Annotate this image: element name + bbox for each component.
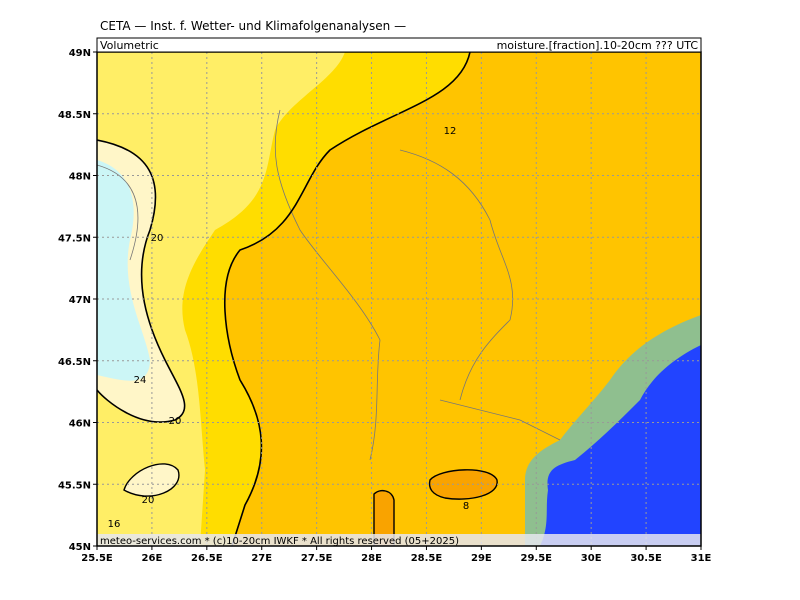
lon-label: 29.5E xyxy=(521,553,553,564)
map-area: meteo-services.com * (c)10-20cm IWKF * A… xyxy=(97,52,701,547)
contour-label: 16 xyxy=(108,519,121,530)
header-left: Volumetric xyxy=(100,39,159,52)
footer-band xyxy=(97,534,701,546)
lon-label: 31E xyxy=(691,553,712,564)
field-pale-blob xyxy=(123,463,180,497)
lat-label: 47N xyxy=(69,295,91,306)
lat-label: 45.5N xyxy=(58,480,91,491)
sea xyxy=(540,345,701,546)
lat-label: 48.5N xyxy=(58,110,91,121)
contour-label: 20 xyxy=(151,233,164,244)
lon-label: 30.5E xyxy=(630,553,662,564)
lon-label: 28.5E xyxy=(411,553,443,564)
lat-label: 45N xyxy=(69,542,91,553)
lat-label: 46N xyxy=(69,419,91,430)
contour-label: 20 xyxy=(142,495,155,506)
lon-label: 29E xyxy=(471,553,492,564)
lat-label: 47.5N xyxy=(58,233,91,244)
contour-label: 20 xyxy=(169,416,182,427)
lat-label: 48N xyxy=(69,172,91,183)
lon-label: 27E xyxy=(251,553,272,564)
lon-label: 30E xyxy=(581,553,602,564)
header-bar xyxy=(96,37,702,53)
lon-label: 27.5E xyxy=(301,553,333,564)
contour-label: 12 xyxy=(444,126,457,137)
contour-label: 8 xyxy=(463,501,469,512)
lon-label: 26E xyxy=(142,553,163,564)
lat-label: 49N xyxy=(69,48,91,59)
contour-line xyxy=(224,52,471,546)
footer: meteo-services.com * (c)10-20cm IWKF * A… xyxy=(100,536,459,547)
title: CETA — Inst. f. Wetter- und Klimafolgena… xyxy=(100,19,406,33)
contour-label: 24 xyxy=(134,375,147,386)
lon-label: 26.5E xyxy=(191,553,223,564)
lon-label: 25.5E xyxy=(81,553,113,564)
contour-line xyxy=(97,139,186,423)
header-right: moisture.[fraction].10-20cm ??? UTC xyxy=(497,39,699,52)
border xyxy=(97,109,561,461)
field-cyan xyxy=(97,160,150,381)
lon-label: 28E xyxy=(361,553,382,564)
graticule xyxy=(97,52,701,546)
lat-label: 46.5N xyxy=(58,357,91,368)
